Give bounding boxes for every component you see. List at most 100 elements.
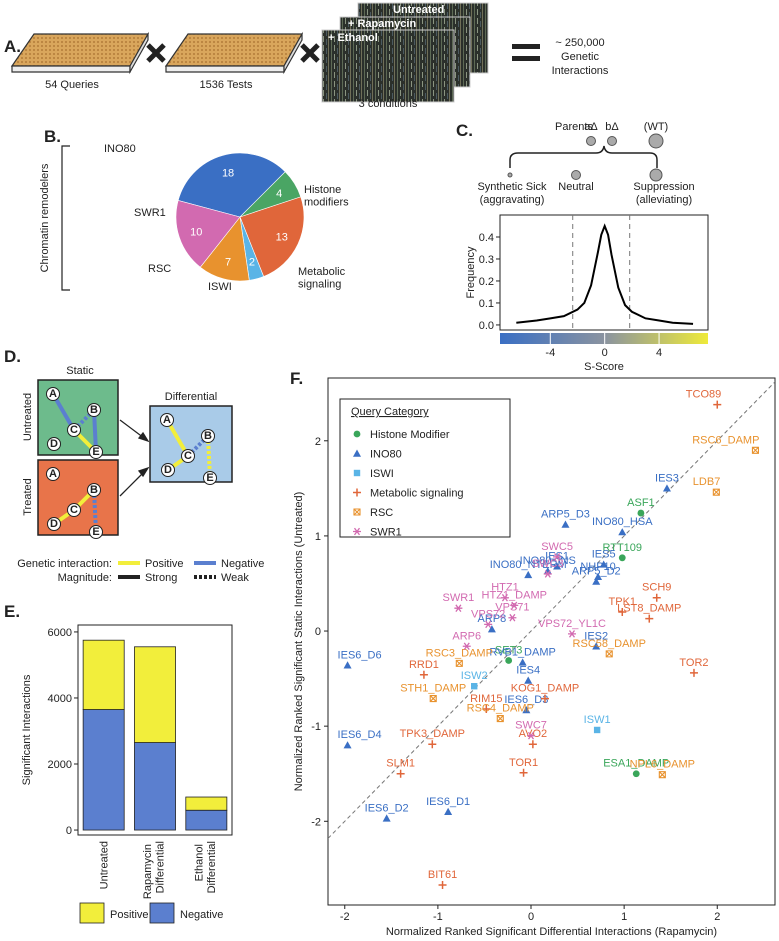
slice-label: ISWI xyxy=(208,281,232,293)
diagram-side-label: Untreated xyxy=(22,393,34,441)
data-point xyxy=(524,676,533,684)
data-point xyxy=(508,613,517,622)
network-node xyxy=(161,463,175,477)
condition-label: + Ethanol xyxy=(328,32,378,44)
diagram-title: Static xyxy=(66,365,94,377)
point-label: RIM15 xyxy=(470,693,502,705)
point-label: NPL6_DAMP xyxy=(630,759,695,771)
diagram-label: (WT) xyxy=(644,121,668,133)
panel-label: C. xyxy=(456,121,473,140)
point-label: IES4 xyxy=(516,665,540,677)
point-label: HTZ1 xyxy=(491,582,519,594)
legend-label: Negative xyxy=(180,909,223,921)
data-point xyxy=(471,683,478,690)
y-tick-label: 0.2 xyxy=(479,276,494,288)
point-label: BIT61 xyxy=(428,869,457,881)
y-tick-label: -1 xyxy=(311,721,321,733)
data-point xyxy=(751,446,759,454)
legend-marker xyxy=(353,488,361,497)
legend-title: Query Category xyxy=(351,406,429,418)
network-node xyxy=(47,437,61,451)
data-point xyxy=(524,570,533,579)
outcome-label: (alleviating) xyxy=(636,194,692,206)
network-node xyxy=(46,387,60,401)
point-label: RRD1 xyxy=(409,659,439,671)
x-tick-label: -4 xyxy=(545,347,555,359)
x-tick-label: Untreated xyxy=(99,841,111,889)
point-label: IES6_D4 xyxy=(338,729,382,741)
bar-segment xyxy=(185,796,228,811)
legend-swatch xyxy=(149,902,175,924)
node-label: D xyxy=(50,518,58,530)
bar-segment xyxy=(134,742,176,831)
point-label: TOR1 xyxy=(509,757,538,769)
data-point xyxy=(396,769,405,778)
outcome-label: Neutral xyxy=(558,181,593,193)
data-point xyxy=(567,630,576,638)
point-label: SWC5 xyxy=(541,541,573,553)
data-point xyxy=(553,553,562,561)
slice-label: INO80 xyxy=(104,143,136,155)
result-text: Genetic xyxy=(561,51,599,63)
point-label: SWR1 xyxy=(442,592,474,604)
data-point xyxy=(505,657,513,664)
point-label: ARP6 xyxy=(452,630,481,642)
density-line xyxy=(516,223,694,325)
network-node xyxy=(89,525,103,539)
network-node xyxy=(203,471,217,485)
legend-label: Histone Modifier xyxy=(370,429,450,441)
network-node xyxy=(89,445,103,459)
outcome-label: Suppression xyxy=(633,181,694,193)
panel-label: A. xyxy=(4,37,21,56)
data-point xyxy=(428,740,437,749)
network-edge xyxy=(92,409,98,453)
point-label: VPS71 xyxy=(495,602,529,614)
times-symbol xyxy=(300,43,320,63)
x-tick-label: 4 xyxy=(656,347,662,359)
y-tick-label: 6000 xyxy=(48,627,72,639)
diagram-title: Differential xyxy=(165,391,217,403)
point-label: RSC58_DAMP xyxy=(573,638,646,650)
equals-symbol xyxy=(512,44,540,61)
y-axis-label: Significant Interactions xyxy=(21,674,33,785)
y-tick-label: 0.3 xyxy=(479,254,494,266)
condition-label: Untreated xyxy=(393,4,444,16)
data-point xyxy=(618,528,627,536)
caption: 54 Queries xyxy=(45,79,99,91)
caption: 1536 Tests xyxy=(199,79,253,91)
network-node xyxy=(46,467,60,481)
data-point xyxy=(444,807,453,815)
diagram-label: bΔ xyxy=(605,121,619,133)
point-label: NHP10 xyxy=(580,561,615,573)
y-tick-label: 2000 xyxy=(48,759,72,771)
point-label: ISW2 xyxy=(461,670,488,682)
network-node xyxy=(47,517,61,531)
point-label: INO80_INS xyxy=(520,555,576,567)
x-tick-label: -2 xyxy=(340,911,350,923)
node-label: D xyxy=(164,464,172,476)
legend-label: Positive xyxy=(110,909,149,921)
point-label: RSC3_DAMP xyxy=(426,647,493,659)
slice-label: Histone modifiers xyxy=(304,184,349,209)
legend-swatch xyxy=(79,902,105,924)
bar-segment xyxy=(134,646,176,743)
plate xyxy=(10,31,150,75)
y-tick-label: 0.0 xyxy=(479,320,494,332)
network-node xyxy=(67,503,81,517)
point-label: RSC4_DAMP xyxy=(467,703,534,715)
x-axis-label: Normalized Ranked Significant Differenti… xyxy=(386,926,717,938)
panel-label: B. xyxy=(44,127,61,146)
y-axis-label: Normalized Ranked Significant Static Int… xyxy=(293,492,305,792)
legend-label: Magnitude: xyxy=(58,572,112,584)
data-point xyxy=(592,577,601,585)
data-point xyxy=(593,726,601,734)
data-point xyxy=(543,570,552,578)
data-point xyxy=(343,661,352,669)
node-label: C xyxy=(184,450,192,462)
node-label: B xyxy=(204,430,212,442)
point-label: SET3 xyxy=(495,645,523,657)
node-label: A xyxy=(49,468,57,480)
point-label: LDB7 xyxy=(693,476,721,488)
side-label: Chromatin remodelers xyxy=(39,163,51,272)
legend-label: Weak xyxy=(221,572,249,584)
